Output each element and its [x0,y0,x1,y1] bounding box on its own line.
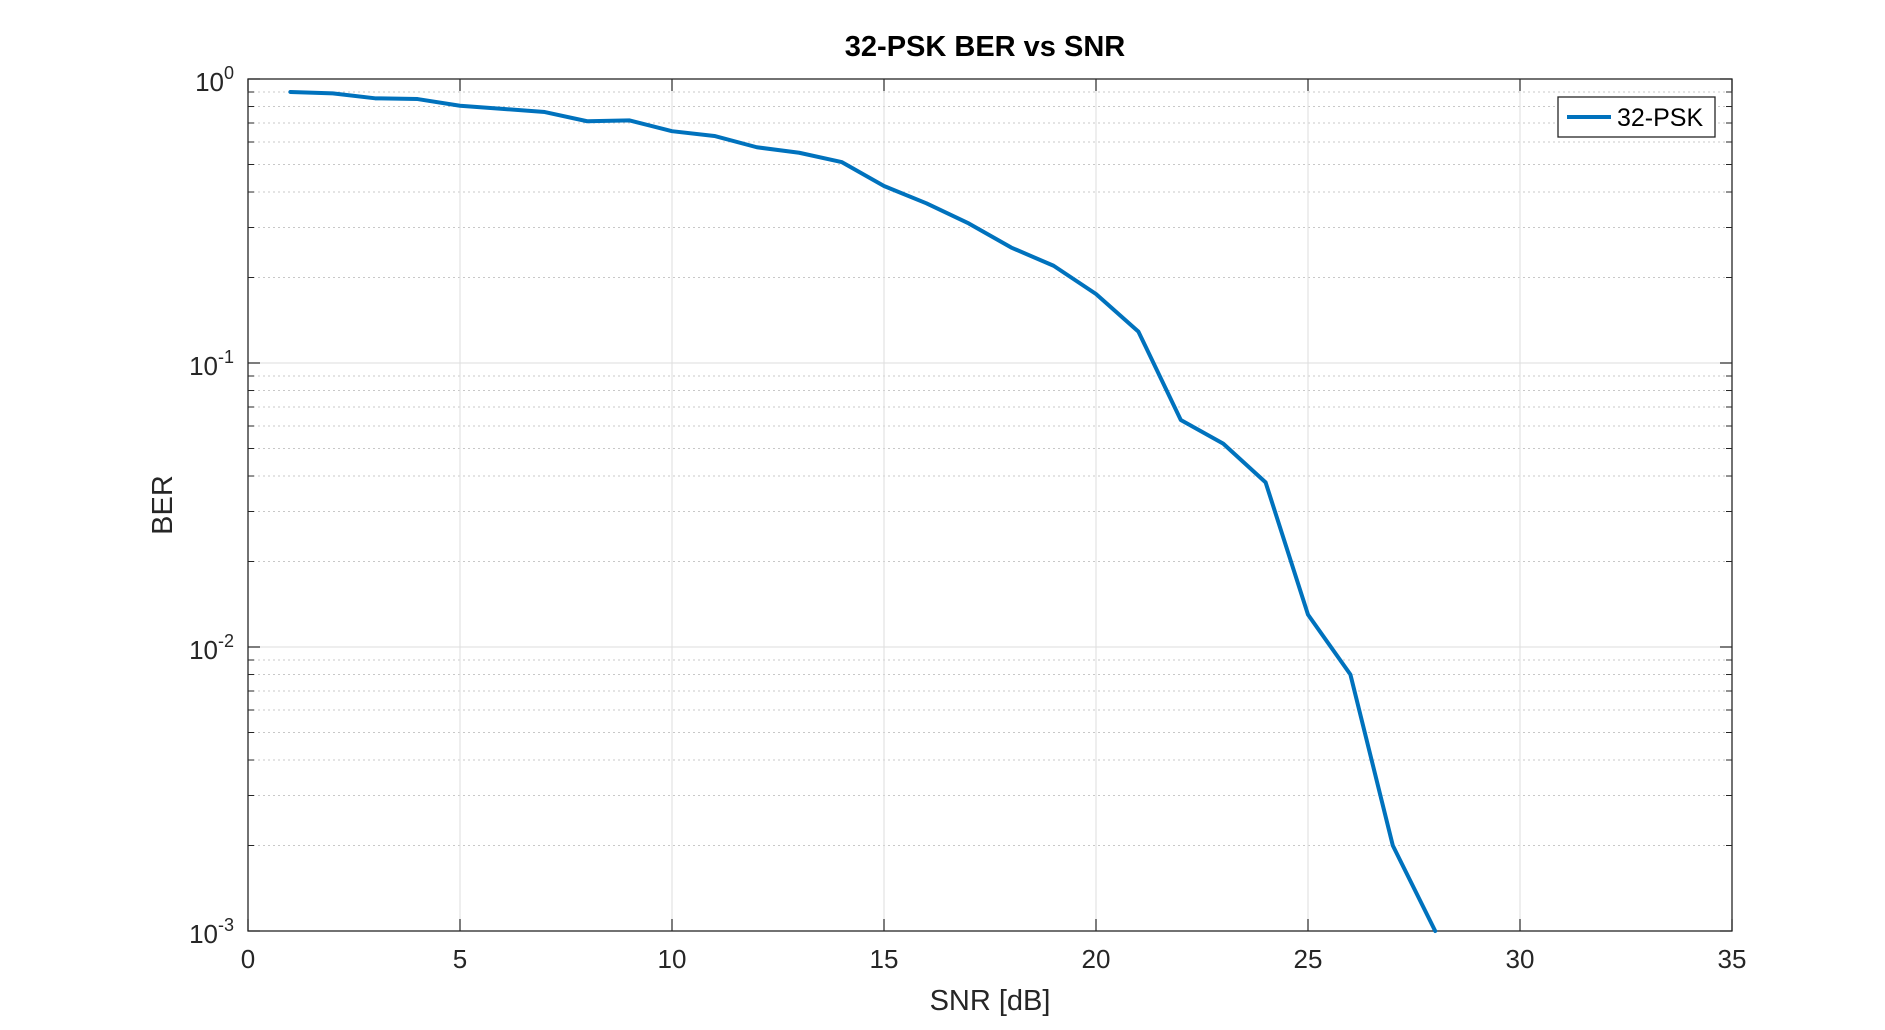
y-tick-label: 10-1 [189,347,234,381]
series-layer [288,90,1438,933]
x-tick-label: 25 [1294,944,1323,974]
legend-entry-label: 32-PSK [1617,104,1703,132]
plot-area-border [247,78,1733,932]
legend[interactable]: 32-PSK [1557,96,1716,138]
series-line-0 [288,90,1438,933]
chart-title: 32-PSK BER vs SNR [845,31,1125,63]
y-tick-label: 10-2 [189,631,234,665]
y-axis-ticks: 100 10-1 10-2 10-3 [189,63,234,949]
x-axis-ticks: 0 5 10 15 20 25 30 35 [241,79,1747,974]
x-tick-label: 5 [453,944,467,974]
y-axis-label: BER [147,475,179,535]
x-tick-label: 35 [1718,944,1747,974]
x-tick-label: 30 [1506,944,1535,974]
x-tick-label: 0 [241,944,255,974]
x-axis-label: SNR [dB] [930,985,1051,1017]
x-tick-label: 20 [1082,944,1111,974]
y-tick-label: 10-3 [189,915,234,949]
y-tick-label: 100 [195,63,234,97]
x-tick-label: 10 [658,944,687,974]
x-tick-label: 15 [870,944,899,974]
